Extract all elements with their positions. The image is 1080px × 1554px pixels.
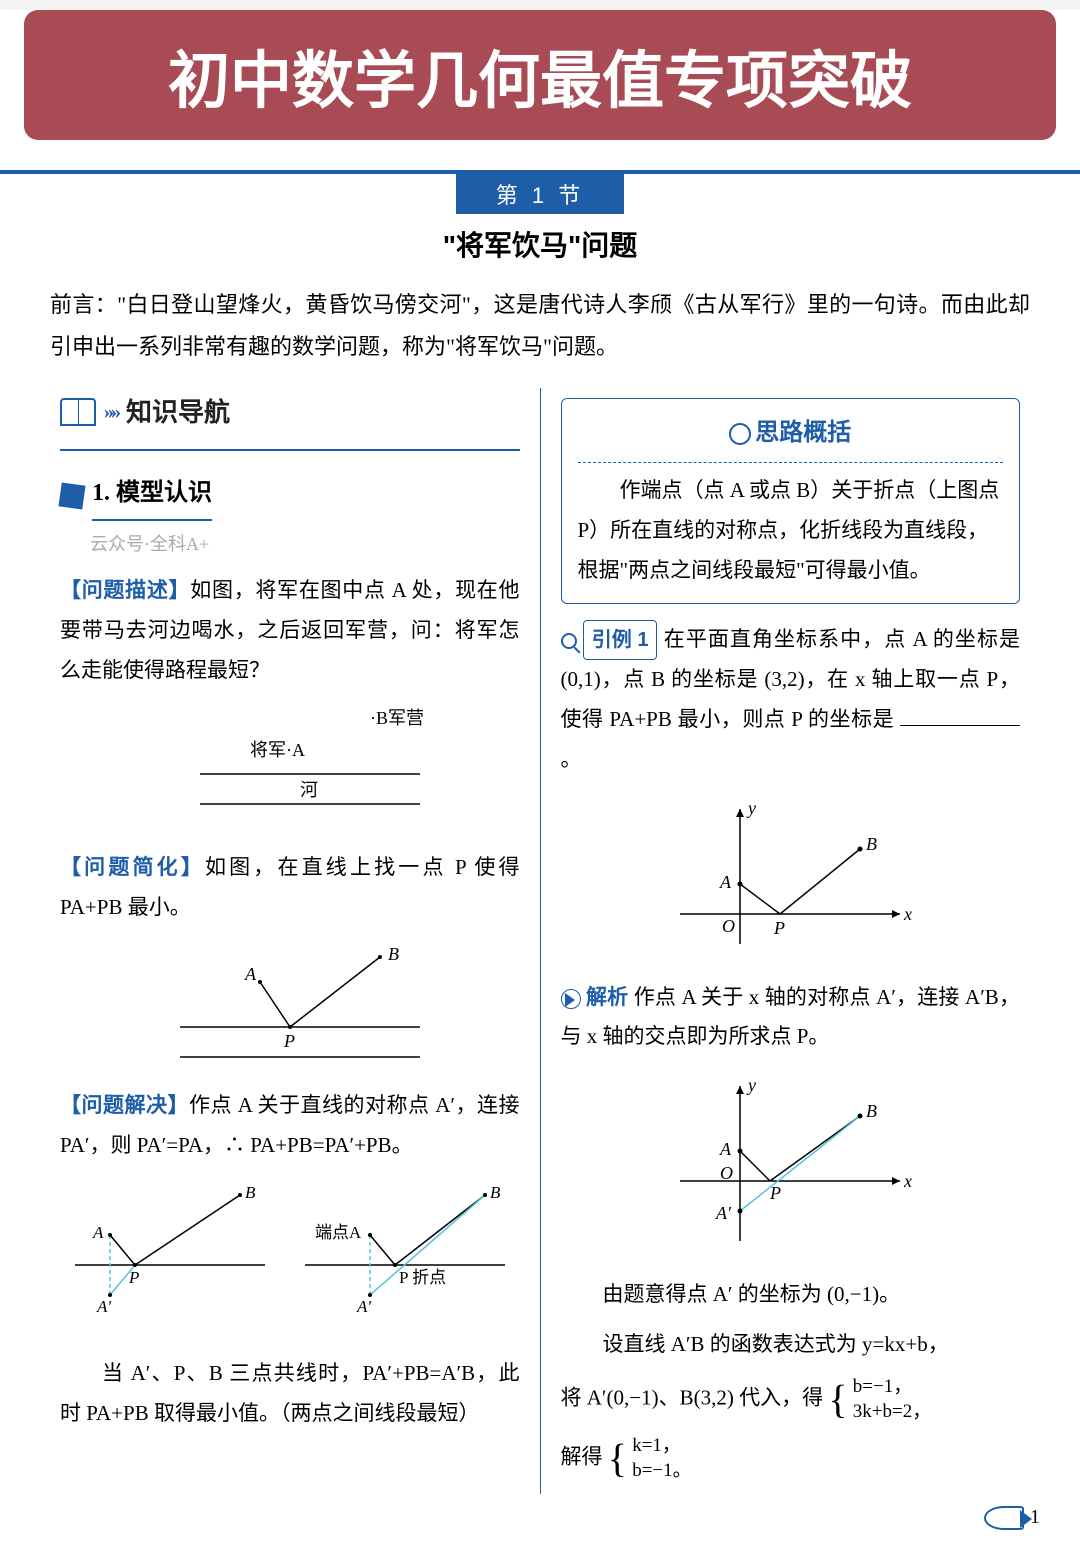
fig5-y: y	[746, 1075, 756, 1095]
fig4-B: B	[866, 834, 877, 854]
fig5-O: O	[720, 1163, 733, 1183]
page-number: 1	[984, 1506, 1040, 1530]
fig3b-P: P 折点	[399, 1268, 446, 1287]
model-header-text: 1. 模型认识	[92, 471, 212, 521]
section-title: "将军饮马"问题	[0, 224, 1080, 264]
fig1-A-label: 将军·A	[250, 740, 305, 760]
title-banner: 初中数学几何最值专项突破	[24, 10, 1056, 140]
problem-solve: 【问题解决】作点 A 关于直线的对称点 A′，连接 PA′，则 PA′=PA，∴…	[60, 1086, 520, 1166]
fig3b-A: 端点A	[315, 1223, 362, 1242]
thinking-title-text: 思路概括	[755, 420, 851, 446]
book-icon	[60, 398, 96, 426]
cube-icon	[58, 482, 85, 509]
play-circle-icon	[561, 989, 581, 1009]
figure-coord-2: A B O P A′ x y	[660, 1071, 920, 1261]
fig3b-B: B	[490, 1183, 501, 1202]
figure-coord-1: A B O P x y	[660, 794, 920, 964]
eq-system-1: b=−1， 3k+b=2，	[853, 1375, 931, 1424]
left-column: »» 知识导航 1. 模型认识 云众号·全科A+ 【问题描述】如图，将军在图中点…	[40, 388, 540, 1494]
thinking-box: 思路概括 作端点（点 A 或点 B）关于折点（上图点 P）所在直线的对称点，化折…	[561, 398, 1021, 604]
fig1-B-label: ·B军营	[370, 708, 424, 728]
fig3a-P: P	[128, 1268, 139, 1287]
analysis-label: 解析	[586, 986, 628, 1009]
eq2b: b=−1。	[632, 1460, 691, 1481]
fig5-A1: A′	[715, 1203, 732, 1223]
magnifier-icon	[561, 633, 577, 649]
fig5-B: B	[866, 1101, 877, 1121]
fig3a-A: A	[92, 1223, 104, 1242]
problem-simplify: 【问题简化】如图，在直线上找一点 P 使得 PA+PB 最小。	[60, 848, 520, 928]
brace-icon-2: {	[608, 1436, 627, 1481]
fig4-A: A	[719, 872, 732, 892]
two-column: »» 知识导航 1. 模型认识 云众号·全科A+ 【问题描述】如图，将军在图中点…	[0, 368, 1080, 1494]
analysis-text: 作点 A 关于 x 轴的对称点 A′，连接 A′B，与 x 轴的交点即为所求点 …	[561, 985, 1021, 1049]
fig3a-B: B	[245, 1183, 256, 1202]
eq1b: 3k+b=2，	[853, 1401, 931, 1422]
figure-simplify: A B P	[140, 942, 440, 1072]
figure-solve-b: 端点A B P 折点 A′	[285, 1180, 515, 1340]
arrows-icon: »»	[104, 393, 118, 431]
step4-pre: 解得	[561, 1445, 603, 1469]
step4: 解得 { k=1， b=−1。	[561, 1434, 1021, 1483]
nav-header-text: 知识导航	[126, 388, 230, 437]
fig4-P: P	[773, 918, 785, 938]
nav-header: »» 知识导航	[60, 388, 520, 437]
eq-system-2: k=1， b=−1。	[632, 1434, 691, 1483]
fig4-O: O	[722, 916, 735, 936]
fig2-P: P	[283, 1031, 295, 1051]
fish-icon	[984, 1506, 1024, 1530]
solve-label: 【问题解决】	[60, 1094, 189, 1117]
watermark: 云众号·全科A+	[90, 527, 520, 561]
analysis: 解析 作点 A 关于 x 轴的对称点 A′，连接 A′B，与 x 轴的交点即为所…	[561, 978, 1021, 1058]
example-label: 引例 1	[583, 620, 658, 660]
gear-icon	[729, 423, 751, 445]
desc-label: 【问题描述】	[60, 579, 190, 602]
thinking-body: 作端点（点 A 或点 B）关于折点（上图点 P）所在直线的对称点，化折线段为直线…	[578, 471, 1004, 591]
page: 初中数学几何最值专项突破 第 1 节 "将军饮马"问题 前言："白日登山望烽火，…	[0, 10, 1080, 1554]
simp-label: 【问题简化】	[60, 856, 205, 879]
step2: 设直线 A′B 的函数表达式为 y=kx+b，	[561, 1325, 1021, 1365]
fig1-river-label: 河	[300, 780, 318, 800]
step1: 由题意得点 A′ 的坐标为 (0,−1)。	[561, 1275, 1021, 1315]
play-icon	[565, 993, 575, 1007]
eq2a: k=1，	[632, 1435, 681, 1456]
step3-pre: 将 A′(0,−1)、B(3,2) 代入，得	[561, 1386, 824, 1410]
section-number: 第 1 节	[456, 174, 624, 214]
figure-solve-pair: A B P A′ 端点A B P 折点	[60, 1180, 520, 1340]
answer-blank	[900, 725, 1020, 726]
fig2-B: B	[388, 944, 399, 964]
step3: 将 A′(0,−1)、B(3,2) 代入，得 { b=−1， 3k+b=2，	[561, 1375, 1021, 1424]
fig5-A: A	[719, 1139, 732, 1159]
fig5-x: x	[903, 1171, 912, 1191]
nav-underline	[60, 449, 520, 451]
thinking-title: 思路概括	[578, 411, 1004, 464]
example-1: 引例 1 在平面直角坐标系中，点 A 的坐标是 (0,1)，点 B 的坐标是 (…	[561, 620, 1021, 780]
fig5-P: P	[769, 1183, 781, 1203]
problem-description: 【问题描述】如图，将军在图中点 A 处，现在他要带马去河边喝水，之后返回军营，问…	[60, 571, 520, 691]
figure-river: ·B军营 将军·A 河	[140, 704, 440, 834]
model-header: 1. 模型认识	[60, 471, 520, 521]
eq1a: b=−1，	[853, 1376, 912, 1397]
fig4-x: x	[903, 904, 912, 924]
right-column: 思路概括 作端点（点 A 或点 B）关于折点（上图点 P）所在直线的对称点，化折…	[541, 388, 1041, 1494]
fig3b-A1: A′	[356, 1297, 371, 1316]
conclusion: 当 A′、P、B 三点共线时，PA′+PB=A′B，此时 PA+PB 取得最小值…	[60, 1354, 520, 1434]
fig2-A: A	[244, 964, 257, 984]
preface: 前言："白日登山望烽火，黄昏饮马傍交河"，这是唐代诗人李颀《古从军行》里的一句诗…	[0, 284, 1080, 368]
brace-icon: {	[828, 1377, 847, 1422]
fig4-y: y	[746, 798, 756, 818]
fig3a-A1: A′	[96, 1297, 111, 1316]
figure-solve-a: A B P A′	[65, 1180, 275, 1340]
